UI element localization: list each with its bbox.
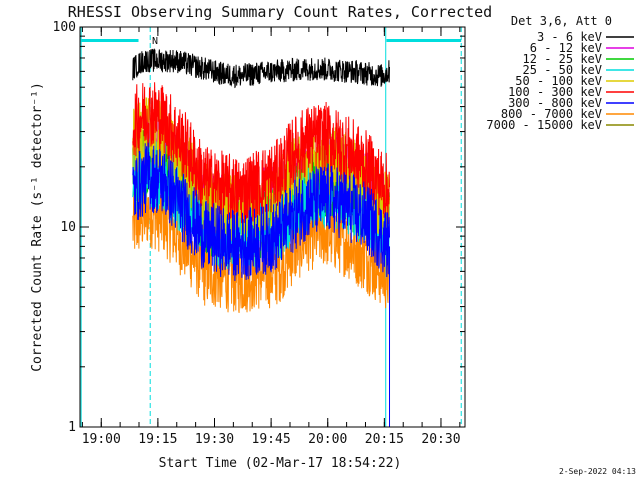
plot-area: N [80,27,462,427]
legend-entry-label: 3 - 6 keV [537,30,602,44]
y-tick-label: 100 [53,20,76,35]
x-tick-label: 19:00 [82,432,121,447]
x-axis-label: Start Time (02-Mar-17 18:54:22) [159,456,402,471]
footer-date: 2-Sep-2022 04:13 [559,467,636,476]
x-tick-label: 20:30 [421,432,460,447]
legend-entry-label: 6 - 12 keV [530,41,602,55]
chart-title: RHESSI Observing Summary Count Rates, Co… [68,3,492,21]
x-tick-label: 20:15 [365,432,404,447]
legend-entry-label: 7000 - 15000 keV [486,118,602,132]
legend-entry-label: 300 - 800 keV [508,96,602,110]
y-tick-label: 10 [60,220,76,235]
legend-entry-label: 100 - 300 keV [508,85,602,99]
night-bar [81,39,139,42]
x-tick-label: 19:15 [138,432,177,447]
legend-entry-label: 50 - 100 keV [515,74,602,88]
y-axis-label: Corrected Count Rate (s⁻¹ detector⁻¹) [30,82,45,372]
legend-entry-label: 12 - 25 keV [523,52,602,66]
series-line [132,82,390,225]
x-tick-label: 20:00 [308,432,347,447]
x-tick-label: 19:45 [252,432,291,447]
y-tick-label: 1 [68,420,76,435]
legend-title: Det 3,6, Att 0 [511,14,612,28]
series-line [132,180,390,313]
series-line [132,142,390,282]
legend-entry-label: 25 - 50 keV [523,63,602,77]
legend-entry-label: 800 - 7000 keV [501,107,602,121]
axes: 1 10 100 19:00 19:15 19:30 19:45 20:00 20:15 20:3… [53,20,466,447]
x-tick-label: 19:30 [195,432,234,447]
night-annotation: N [152,36,158,47]
series-line [132,48,390,89]
night-bar [386,39,462,42]
